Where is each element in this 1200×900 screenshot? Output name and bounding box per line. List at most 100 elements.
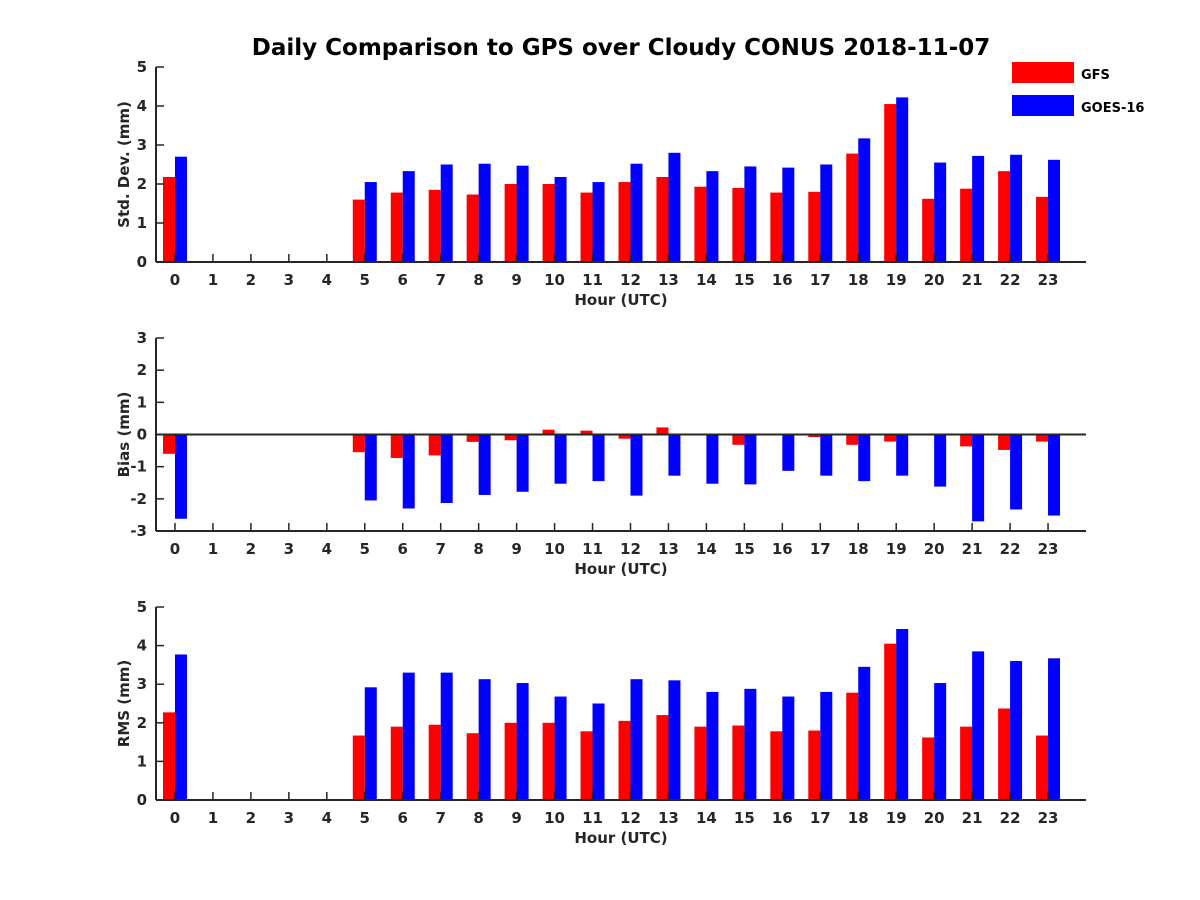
bias-x-tick-label: 18 (848, 540, 869, 558)
rms-y-tick-label: 0 (137, 791, 147, 809)
legend-label-gfs: GFS (1081, 68, 1110, 83)
bias-x-tick-label: 0 (170, 540, 180, 558)
bias-x-tick-label: 22 (1000, 540, 1021, 558)
std-dev-bar-gfs-hour-10 (542, 184, 555, 262)
bias-bar-goes16-hour-12 (630, 434, 643, 496)
rms-bar-goes16-hour-19 (896, 629, 909, 800)
rms-bar-goes16-hour-14 (706, 691, 719, 800)
legend-swatch-goes16 (1012, 95, 1074, 116)
bias-y-tick-label: 1 (137, 393, 147, 411)
std-dev-x-tick-label: 11 (582, 271, 603, 289)
std-dev-bar-gfs-hour-22 (998, 171, 1011, 262)
std-dev-y-tick-label: 1 (137, 214, 147, 232)
std-dev-x-tick-label: 13 (658, 271, 679, 289)
rms-x-tick-label: 3 (284, 809, 294, 827)
std-dev-bar-goes16-hour-18 (858, 138, 871, 262)
std-dev-bar-gfs-hour-5 (352, 199, 365, 262)
bias-bar-gfs-hour-17 (808, 434, 821, 438)
rms-x-tick-label: 19 (886, 809, 907, 827)
rms-x-tick-label: 8 (473, 809, 483, 827)
bias-bar-goes16-hour-5 (364, 434, 377, 501)
std-dev-x-tick-label: 0 (170, 271, 180, 289)
std-dev-y-tick-label: 2 (137, 175, 147, 193)
std-dev-bar-goes16-hour-16 (782, 167, 795, 262)
rms-bar-goes16-hour-6 (402, 672, 415, 800)
rms-bar-gfs-hour-0 (162, 712, 175, 800)
rms-x-axis-label: Hour (UTC) (574, 829, 667, 847)
std-dev-x-tick-label: 1 (208, 271, 218, 289)
std-dev-x-tick-label: 19 (886, 271, 907, 289)
std-dev-x-tick-label: 9 (511, 271, 521, 289)
bias-bar-gfs-hour-10 (542, 429, 555, 435)
rms-x-tick-label: 9 (511, 809, 521, 827)
bias-x-tick-label: 1 (208, 540, 218, 558)
rms-y-tick-label: 4 (137, 637, 147, 655)
bias-y-tick-label: 0 (137, 426, 147, 444)
std-dev-bar-goes16-hour-17 (820, 164, 833, 262)
bias-y-tick-label: -3 (130, 522, 147, 540)
rms-bar-gfs-hour-10 (542, 722, 555, 800)
std-dev-bar-gfs-hour-7 (428, 189, 441, 262)
bias-bar-goes16-hour-9 (516, 434, 529, 492)
rms-y-tick-label: 3 (137, 675, 147, 693)
bias-bar-goes16-hour-19 (896, 434, 909, 476)
std-dev-bar-gfs-hour-9 (504, 184, 517, 262)
bias-x-tick-label: 21 (962, 540, 983, 558)
std-dev-bar-goes16-hour-0 (174, 156, 187, 262)
bias-bar-goes16-hour-22 (1010, 434, 1023, 510)
bias-x-tick-label: 2 (246, 540, 256, 558)
rms-x-tick-label: 7 (435, 809, 445, 827)
bias-x-tick-label: 16 (772, 540, 793, 558)
std-dev-x-tick-label: 14 (696, 271, 717, 289)
std-dev-x-tick-label: 10 (544, 271, 565, 289)
bias-x-tick-label: 13 (658, 540, 679, 558)
legend-swatch-gfs (1012, 62, 1074, 83)
std-dev-bar-gfs-hour-15 (732, 187, 745, 262)
rms-y-tick-label: 5 (137, 598, 147, 616)
bias-x-tick-label: 11 (582, 540, 603, 558)
bias-bar-gfs-hour-13 (656, 427, 669, 435)
bias-x-tick-label: 23 (1038, 540, 1059, 558)
bias-bar-gfs-hour-11 (580, 430, 593, 435)
rms-bar-goes16-hour-21 (972, 651, 985, 800)
std-dev-bar-goes16-hour-7 (440, 164, 453, 262)
rms-bar-gfs-hour-12 (618, 720, 631, 800)
rms-x-tick-label: 12 (620, 809, 641, 827)
rms-bar-goes16-hour-7 (440, 672, 453, 800)
rms-x-tick-label: 14 (696, 809, 717, 827)
rms-bar-gfs-hour-15 (732, 725, 745, 800)
bias-bar-gfs-hour-8 (466, 434, 479, 442)
bias-bar-gfs-hour-19 (884, 434, 897, 442)
std-dev-bar-gfs-hour-12 (618, 182, 631, 262)
std-dev-bar-gfs-hour-8 (466, 194, 479, 262)
rms-bar-goes16-hour-5 (364, 687, 377, 800)
std-dev-bar-gfs-hour-19 (884, 104, 897, 262)
rms-x-tick-label: 10 (544, 809, 565, 827)
std-dev-bar-gfs-hour-23 (1036, 196, 1049, 262)
bias-bar-gfs-hour-0 (162, 434, 175, 454)
std-dev-bar-goes16-hour-6 (402, 171, 415, 262)
bias-bar-goes16-hour-8 (478, 434, 491, 495)
bias-x-axis-label: Hour (UTC) (574, 560, 667, 578)
bias-bar-goes16-hour-7 (440, 434, 453, 504)
bias-bar-goes16-hour-18 (858, 434, 871, 482)
std-dev-bar-gfs-hour-17 (808, 191, 821, 262)
std-dev-y-axis-label: Std. Dev. (mm) (115, 101, 133, 228)
rms-bar-goes16-hour-23 (1048, 658, 1061, 800)
bias-x-tick-label: 7 (435, 540, 445, 558)
std-dev-bar-goes16-hour-19 (896, 97, 909, 262)
rms-bar-gfs-hour-9 (504, 722, 517, 800)
std-dev-x-tick-label: 4 (322, 271, 332, 289)
std-dev-bar-gfs-hour-16 (770, 192, 783, 262)
rms-x-tick-label: 16 (772, 809, 793, 827)
std-dev-x-tick-label: 17 (810, 271, 831, 289)
rms-y-axis-label: RMS (mm) (115, 660, 133, 747)
rms-y-tick-label: 2 (137, 714, 147, 732)
rms-bar-gfs-hour-22 (998, 708, 1011, 800)
rms-bar-gfs-hour-18 (846, 692, 859, 800)
std-dev-x-tick-label: 22 (1000, 271, 1021, 289)
std-dev-x-tick-label: 3 (284, 271, 294, 289)
bias-bar-goes16-hour-17 (820, 434, 833, 476)
